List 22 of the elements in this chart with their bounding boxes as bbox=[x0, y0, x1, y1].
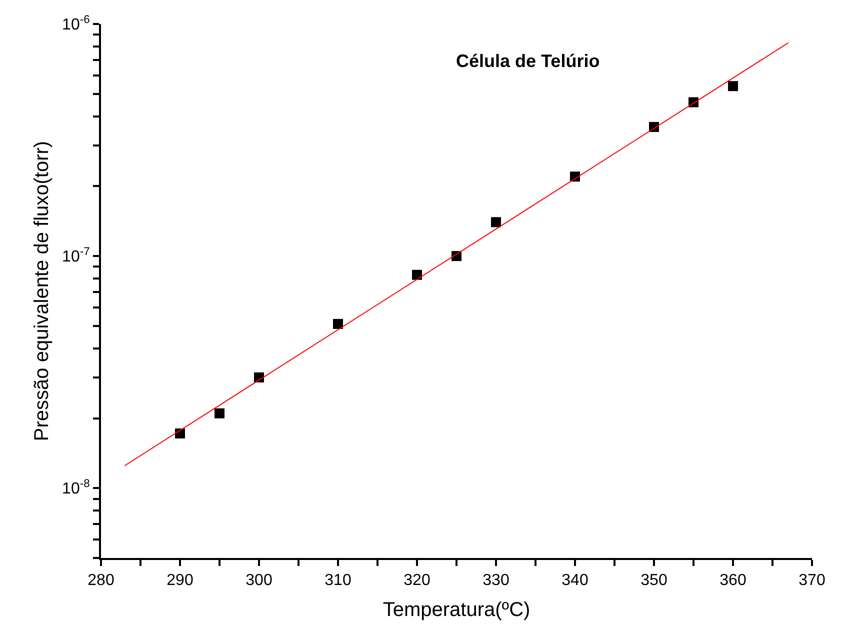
point bbox=[491, 217, 501, 228]
point bbox=[175, 428, 185, 438]
point bbox=[728, 81, 738, 92]
point bbox=[412, 270, 422, 280]
x-tick-label: 370 bbox=[798, 572, 826, 590]
x-tick-label: 290 bbox=[166, 572, 194, 590]
x-tick-label: 320 bbox=[404, 572, 430, 590]
annotation: Célula de Telúrio bbox=[456, 51, 600, 71]
y-tick-label: 10$^{-8}$ bbox=[62, 478, 90, 498]
point bbox=[333, 318, 343, 329]
x-tick-label: 350 bbox=[640, 572, 668, 590]
x-axis-title: Temperatura(ºC) bbox=[382, 599, 530, 622]
x-tick-label: 340 bbox=[562, 572, 588, 590]
x-tick-label: 310 bbox=[324, 572, 352, 590]
x-tick-label: 280 bbox=[88, 572, 114, 590]
x-tick-label: 300 bbox=[246, 572, 272, 590]
y-axis-title: Pressão equivalente de fluxo(torr) bbox=[31, 140, 54, 442]
x-tick-label: 360 bbox=[720, 572, 746, 590]
y-tick-label: 10$^{-6}$ bbox=[62, 14, 90, 34]
y-tick-label: 10$^{-7}$ bbox=[62, 246, 90, 266]
point bbox=[214, 408, 224, 418]
x-tick-label: 330 bbox=[482, 572, 510, 590]
